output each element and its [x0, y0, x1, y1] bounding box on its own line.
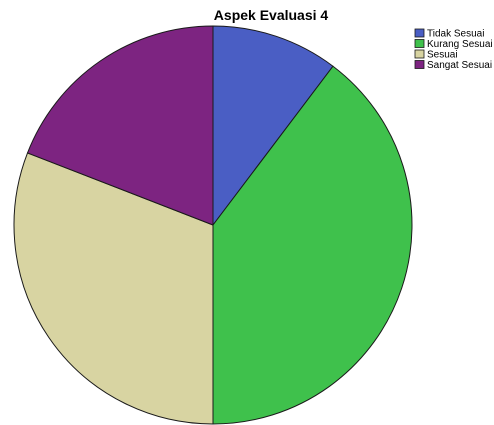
pie-slices	[13, 25, 413, 425]
pie-slice-sangat-sesuai	[26, 25, 214, 226]
legend-label: Sangat Sesuai	[427, 60, 492, 71]
legend-swatch	[414, 49, 425, 59]
pie-slice-kurang-sesuai	[212, 65, 413, 425]
legend-label: Sesuai	[427, 50, 458, 61]
legend-swatch	[414, 39, 425, 48]
legend-label: Kurang Sesuai	[427, 39, 493, 50]
chart-title: Aspek Evaluasi 4	[214, 7, 329, 23]
legend-label: Tidak Sesuai	[427, 29, 484, 40]
pie-slice-sesuai	[13, 152, 214, 425]
legend-swatch	[414, 60, 425, 69]
pie-slice-tidak-sesuai	[212, 25, 334, 227]
legend-swatch	[414, 28, 425, 38]
